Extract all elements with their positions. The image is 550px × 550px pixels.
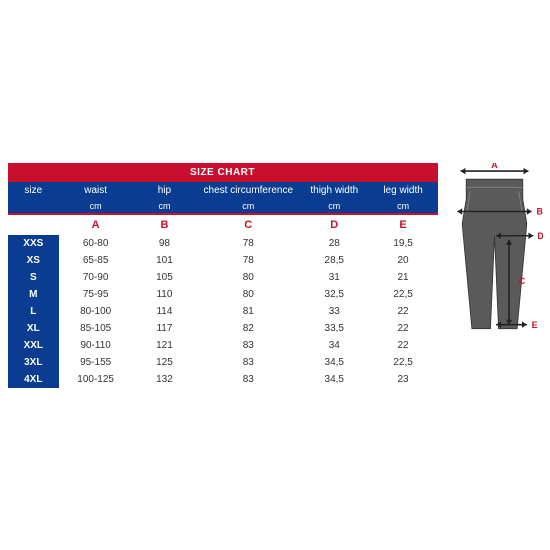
- letter-row: A B C D E: [8, 215, 438, 235]
- cell-d: 33: [300, 303, 369, 320]
- table-row: XS65-851017828,520: [8, 252, 438, 269]
- cell-a: 85-105: [59, 320, 132, 337]
- cell-a: 75-95: [59, 286, 132, 303]
- cell-e: 23: [369, 371, 438, 388]
- table-row: 4XL100-1251328334,523: [8, 371, 438, 388]
- header-chest: chest circumference: [197, 182, 300, 199]
- cell-a: 90-110: [59, 337, 132, 354]
- cell-size: XS: [8, 252, 60, 269]
- cell-d: 33,5: [300, 320, 369, 337]
- cell-c: 80: [197, 286, 300, 303]
- cell-e: 22,5: [369, 286, 438, 303]
- cell-c: 78: [197, 235, 300, 252]
- letter-blank: [8, 215, 60, 235]
- cell-e: 21: [369, 269, 438, 286]
- cell-b: 101: [132, 252, 197, 269]
- cell-e: 20: [369, 252, 438, 269]
- cell-size: XL: [8, 320, 60, 337]
- table-row: L80-100114813322: [8, 303, 438, 320]
- cell-c: 78: [197, 252, 300, 269]
- cell-b: 98: [132, 235, 197, 252]
- cell-d: 31: [300, 269, 369, 286]
- cell-size: XXL: [8, 337, 60, 354]
- diagram-label-a: A: [491, 163, 498, 170]
- header-thigh: thigh width: [300, 182, 369, 199]
- cell-d: 32,5: [300, 286, 369, 303]
- letter-e: E: [369, 215, 438, 235]
- cell-size: S: [8, 269, 60, 286]
- cell-b: 132: [132, 371, 197, 388]
- cell-c: 83: [197, 354, 300, 371]
- letter-c: C: [197, 215, 300, 235]
- chart-title: SIZE CHART: [8, 163, 438, 182]
- table-row: XXS60-8098782819,5: [8, 235, 438, 252]
- cell-d: 28,5: [300, 252, 369, 269]
- letter-b: B: [132, 215, 197, 235]
- cell-size: XXS: [8, 235, 60, 252]
- cell-c: 83: [197, 371, 300, 388]
- table-area: SIZE CHART size waist hip chest circumfe…: [8, 163, 438, 388]
- unit-c: cm: [197, 199, 300, 213]
- cell-d: 34,5: [300, 371, 369, 388]
- table-row: XL85-1051178233,522: [8, 320, 438, 337]
- cell-size: M: [8, 286, 60, 303]
- cell-size: 3XL: [8, 354, 60, 371]
- cell-b: 114: [132, 303, 197, 320]
- cell-e: 22,5: [369, 354, 438, 371]
- cell-d: 34: [300, 337, 369, 354]
- header-size: size: [8, 182, 60, 199]
- header-hip: hip: [132, 182, 197, 199]
- diagram-label-d: D: [537, 230, 543, 240]
- cell-c: 83: [197, 337, 300, 354]
- table-body: XXS60-8098782819,5XS65-851017828,520S70-…: [8, 235, 438, 388]
- unit-e: cm: [369, 199, 438, 213]
- cell-e: 22: [369, 337, 438, 354]
- diagram-label-b: B: [536, 206, 542, 216]
- cell-a: 100-125: [59, 371, 132, 388]
- cell-b: 121: [132, 337, 197, 354]
- cell-d: 28: [300, 235, 369, 252]
- letter-a: A: [59, 215, 132, 235]
- header-leg: leg width: [369, 182, 438, 199]
- unit-blank: [8, 199, 60, 213]
- table-row: M75-951108032,522,5: [8, 286, 438, 303]
- header-row-labels: size waist hip chest circumference thigh…: [8, 182, 438, 199]
- diagram-label-c: C: [518, 276, 525, 286]
- cell-a: 65-85: [59, 252, 132, 269]
- letter-d: D: [300, 215, 369, 235]
- cell-c: 82: [197, 320, 300, 337]
- header-row-units: cm cm cm cm cm: [8, 199, 438, 215]
- unit-d: cm: [300, 199, 369, 213]
- cell-c: 81: [197, 303, 300, 320]
- unit-a: cm: [59, 199, 132, 213]
- cell-b: 105: [132, 269, 197, 286]
- cell-e: 22: [369, 320, 438, 337]
- header-waist: waist: [59, 182, 132, 199]
- table-row: S70-90105803121: [8, 269, 438, 286]
- cell-b: 125: [132, 354, 197, 371]
- pants-diagram: A B D C E: [438, 163, 543, 341]
- table-row: XXL90-110121833422: [8, 337, 438, 354]
- cell-e: 22: [369, 303, 438, 320]
- cell-b: 117: [132, 320, 197, 337]
- pants-svg: A B D C E: [446, 163, 543, 341]
- unit-b: cm: [132, 199, 197, 213]
- table-row: 3XL95-1551258334,522,5: [8, 354, 438, 371]
- cell-a: 70-90: [59, 269, 132, 286]
- diagram-label-e: E: [531, 319, 537, 329]
- cell-d: 34,5: [300, 354, 369, 371]
- cell-size: L: [8, 303, 60, 320]
- cell-e: 19,5: [369, 235, 438, 252]
- cell-a: 60-80: [59, 235, 132, 252]
- cell-b: 110: [132, 286, 197, 303]
- cell-c: 80: [197, 269, 300, 286]
- cell-a: 95-155: [59, 354, 132, 371]
- size-chart-container: SIZE CHART size waist hip chest circumfe…: [8, 163, 543, 388]
- cell-a: 80-100: [59, 303, 132, 320]
- cell-size: 4XL: [8, 371, 60, 388]
